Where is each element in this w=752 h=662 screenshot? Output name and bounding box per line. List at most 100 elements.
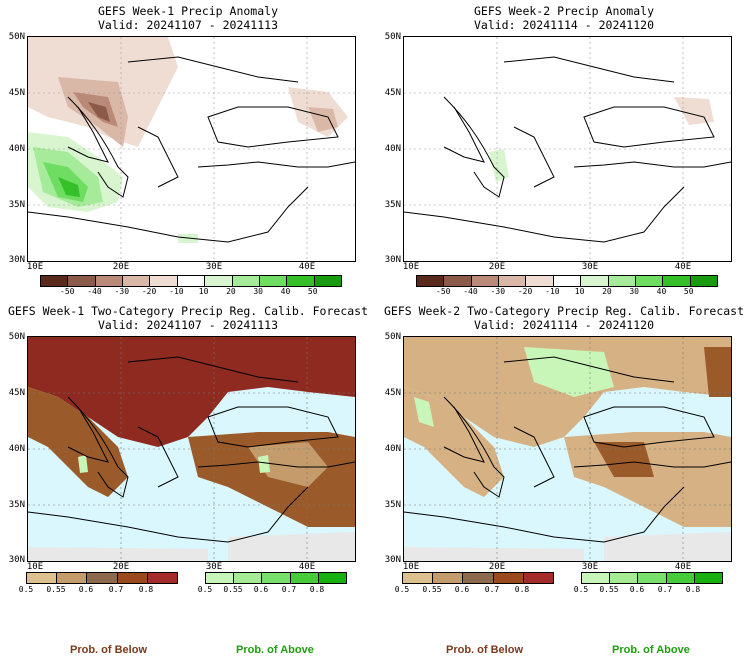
anomaly-colorbar — [416, 275, 718, 287]
colorbar-tick-label: 10 — [198, 287, 209, 296]
lat-label: 40N — [384, 144, 401, 154]
colorbar-tick-label: -40 — [463, 287, 478, 296]
lon-label: 20E — [488, 262, 506, 272]
anomaly-color-swatch — [690, 276, 717, 286]
prob-below-label: Prob. of Below — [446, 644, 523, 656]
lat-label: 50N — [8, 332, 25, 342]
above-color-swatch — [666, 573, 695, 583]
panel-week2-anomaly: GEFS Week-2 Precip Anomaly Valid: 202411… — [376, 0, 752, 300]
above-color-swatch — [638, 573, 667, 583]
lat-label: 35N — [8, 200, 25, 210]
anomaly-color-swatch — [471, 276, 500, 286]
colorbar-tick-label: 0.8 — [309, 585, 325, 594]
prob-above-label: Prob. of Above — [612, 644, 690, 656]
above-color-swatch — [318, 573, 347, 583]
lat-label: 45N — [8, 388, 25, 398]
above-colorbar — [205, 572, 347, 584]
anomaly-color-swatch — [635, 276, 664, 286]
anomaly-color-swatch — [123, 276, 151, 286]
below-color-swatch — [403, 573, 434, 583]
below-color-swatch — [117, 573, 148, 583]
lon-label: 20E — [488, 562, 506, 572]
colorbar-tick-label: 0.6 — [253, 585, 269, 594]
colorbar-tick-label: 20 — [226, 287, 236, 296]
lat-label: 50N — [384, 332, 401, 342]
lon-label: 40E — [674, 562, 692, 572]
panel-valid-dates: Valid: 20241107 - 20241113 — [97, 18, 278, 32]
colorbar-tick-label: 0.7 — [108, 585, 124, 594]
lat-label: 45N — [384, 88, 401, 98]
lat-label: 30N — [8, 555, 25, 565]
below-color-swatch — [523, 573, 554, 583]
probability-map — [27, 336, 356, 562]
lon-label: 30E — [205, 262, 223, 272]
colorbar-tick-label: 20 — [602, 287, 612, 296]
colorbar-tick-label: 0.55 — [46, 585, 66, 594]
colorbar-tick-label: 0.8 — [685, 585, 701, 594]
anomaly-color-swatch — [499, 276, 527, 286]
anomaly-color-swatch — [314, 276, 341, 286]
colorbar-tick-label: -50 — [60, 287, 75, 296]
panel-valid-dates: Valid: 20241114 - 20241120 — [473, 18, 654, 32]
panel-title: GEFS Week-1 Two-Category Precip Reg. Cal… — [7, 304, 369, 318]
colorbar-tick-label: 0.6 — [629, 585, 645, 594]
anomaly-color-swatch — [95, 276, 124, 286]
colorbar-tick-label: 30 — [253, 287, 263, 296]
lon-label: 30E — [581, 262, 599, 272]
lat-label: 35N — [384, 500, 401, 510]
colorbar-tick-label: 0.55 — [599, 585, 619, 594]
colorbar-tick-label: -30 — [490, 287, 506, 296]
lon-label: 40E — [298, 262, 316, 272]
anomaly-color-swatch — [205, 276, 233, 286]
colorbar-tick-label: 40 — [280, 287, 291, 296]
colorbar-tick-label: 0.8 — [514, 585, 530, 594]
colorbar-tick-label: 50 — [307, 287, 318, 296]
anomaly-color-swatch — [553, 276, 582, 286]
lat-label: 35N — [8, 500, 25, 510]
lon-label: 10E — [26, 262, 44, 272]
below-color-swatch — [27, 573, 58, 583]
below-color-swatch — [87, 573, 118, 583]
panel-valid-dates: Valid: 20241114 - 20241120 — [473, 318, 654, 332]
prob-above-label: Prob. of Above — [236, 644, 314, 656]
anomaly-color-swatch — [287, 276, 315, 286]
lat-label: 50N — [8, 32, 25, 42]
lon-label: 10E — [402, 262, 420, 272]
lat-label: 40N — [384, 444, 401, 454]
lat-label: 45N — [8, 88, 25, 98]
above-color-swatch — [262, 573, 291, 583]
colorbar-tick-label: 0.6 — [78, 585, 94, 594]
anomaly-color-swatch — [177, 276, 206, 286]
colorbar-tick-label: -30 — [114, 287, 130, 296]
below-color-swatch — [57, 573, 88, 583]
below-color-swatch — [493, 573, 524, 583]
lon-label: 30E — [205, 562, 223, 572]
below-colorbar — [26, 572, 178, 584]
lon-label: 40E — [298, 562, 316, 572]
colorbar-tick-label: -10 — [169, 287, 184, 296]
below-color-swatch — [433, 573, 464, 583]
panel-title: GEFS Week-2 Two-Category Precip Reg. Cal… — [383, 304, 745, 318]
above-color-swatch — [582, 573, 611, 583]
anomaly-color-swatch — [41, 276, 69, 286]
panel-valid-dates: Valid: 20241107 - 20241113 — [97, 318, 278, 332]
lat-label: 30N — [384, 255, 401, 265]
anomaly-color-swatch — [526, 276, 554, 286]
lon-label: 30E — [581, 562, 599, 572]
panel-week1-prob: GEFS Week-1 Two-Category Precip Reg. Cal… — [0, 300, 376, 600]
lon-label: 20E — [112, 562, 130, 572]
colorbar-tick-label: -20 — [517, 287, 533, 296]
lon-label: 10E — [402, 562, 420, 572]
lon-label: 20E — [112, 262, 130, 272]
colorbar-tick-label: 0.5 — [573, 585, 589, 594]
anomaly-color-swatch — [68, 276, 96, 286]
colorbar-tick-label: -40 — [87, 287, 102, 296]
above-color-swatch — [610, 573, 639, 583]
colorbar-tick-label: 0.55 — [223, 585, 243, 594]
colorbar-tick-label: 0.5 — [394, 585, 410, 594]
colorbar-tick-label: 40 — [656, 287, 667, 296]
prob-below-label: Prob. of Below — [70, 644, 147, 656]
anomaly-color-swatch — [444, 276, 472, 286]
lat-label: 30N — [8, 255, 25, 265]
colorbar-tick-label: 0.7 — [484, 585, 500, 594]
